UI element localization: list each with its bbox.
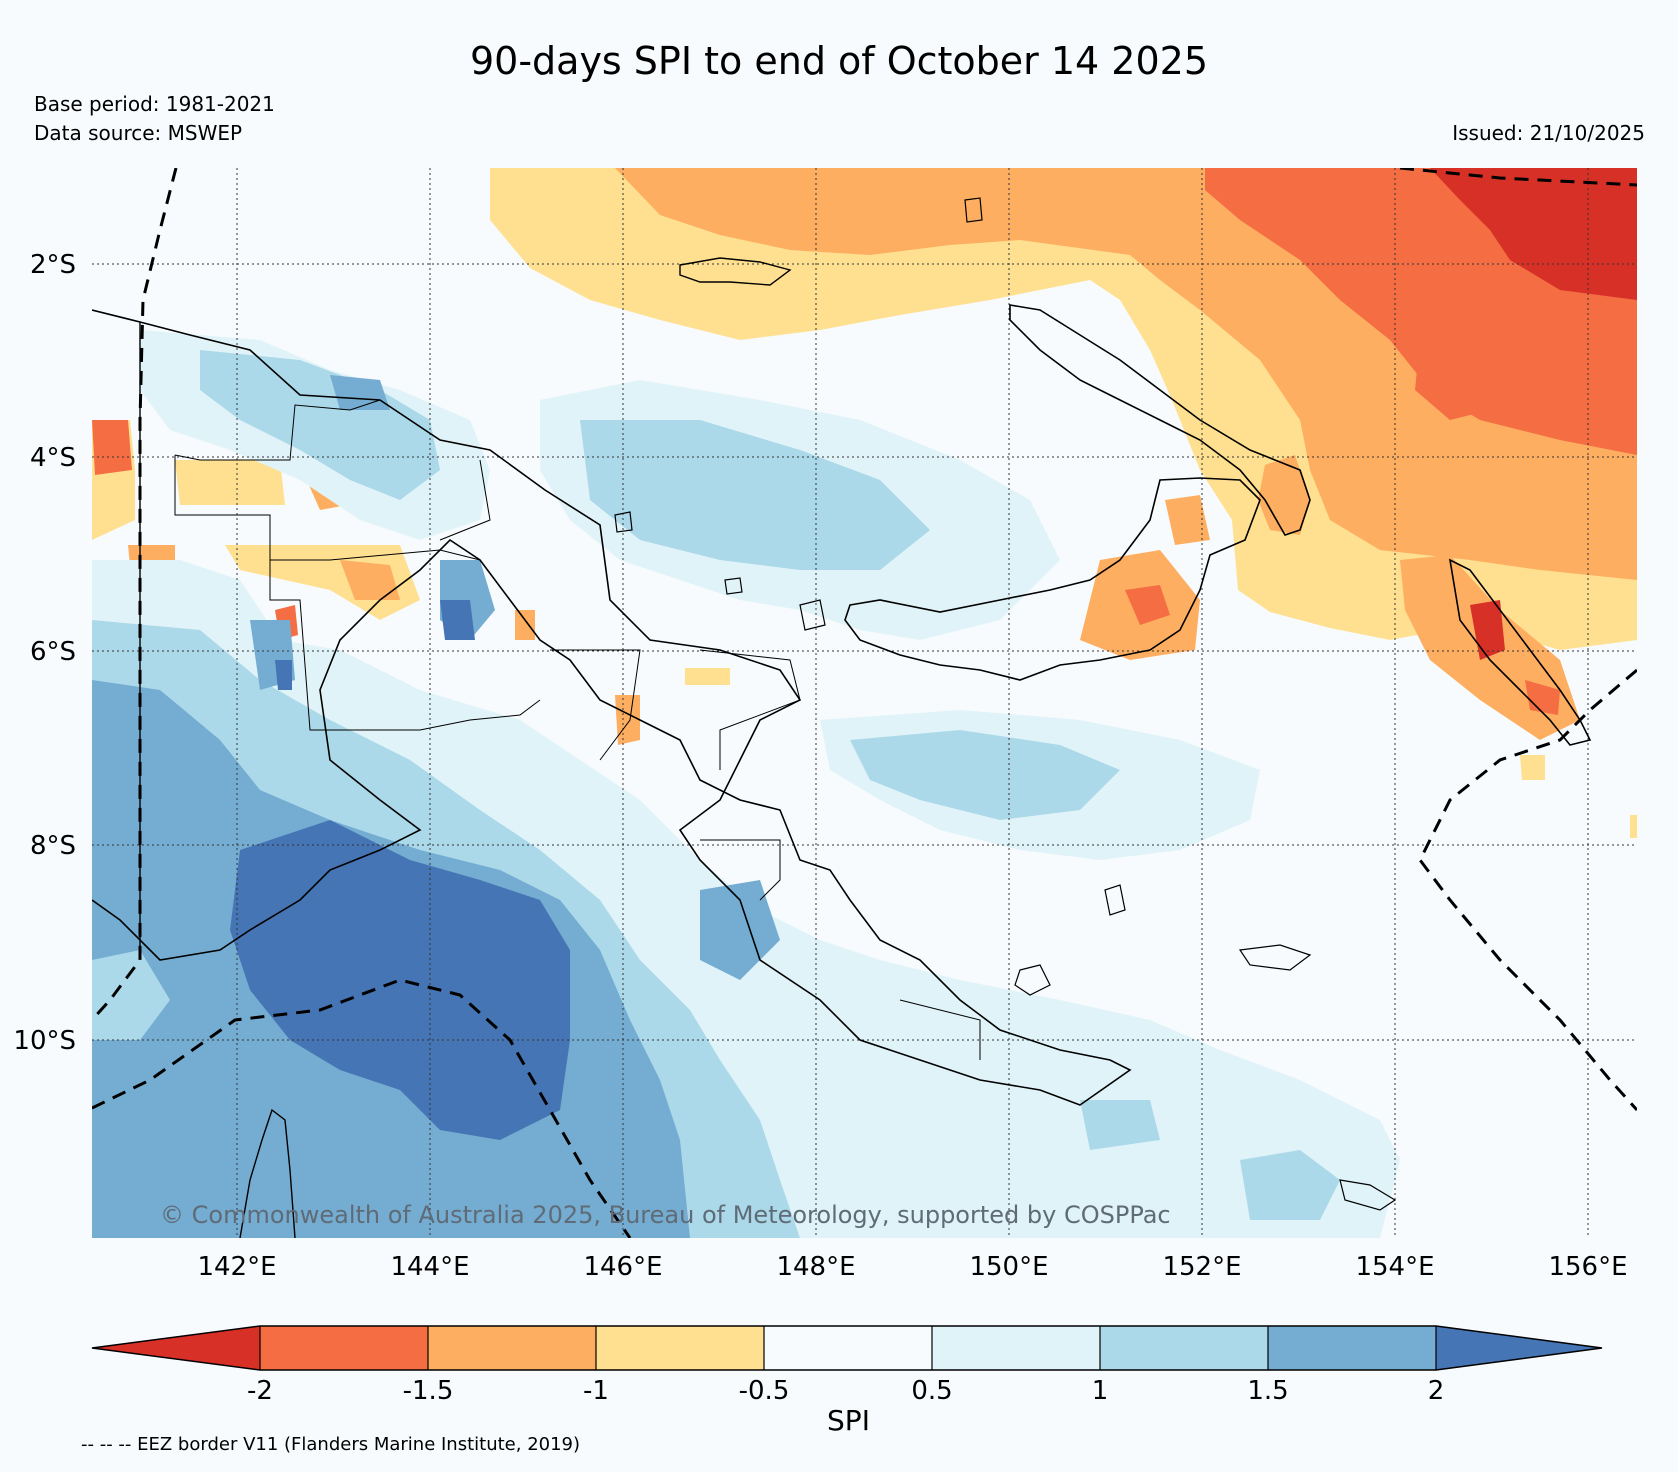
colorbar-tick-label: 0.5 (911, 1376, 952, 1406)
new-guinea-coastline (92, 309, 1132, 1106)
lon-label-142e: 142°E (197, 1252, 276, 1282)
colorbar-segment (596, 1326, 764, 1370)
eez-footnote: -- -- -- EEZ border V11 (Flanders Marine… (81, 1434, 581, 1455)
lon-label-148e: 148°E (776, 1252, 855, 1282)
colorbar-tick-label: -0.5 (739, 1376, 790, 1406)
spi-field: © Commonwealth of Australia 2025, Bureau… (92, 168, 1637, 1238)
colorbar: -2 -1.5 -1 -0.5 0.5 1 1.5 2 (91, 1325, 1603, 1406)
longitude-labels: 142°E 144°E 146°E 148°E 150°E 152°E 154°… (197, 1252, 1627, 1282)
colorbar-tick-label: 2 (1428, 1376, 1445, 1406)
lat-label-2s: 2°S (30, 250, 76, 280)
colorbar-tick-label: -1.5 (403, 1376, 454, 1406)
lat-label-10s: 10°S (13, 1026, 76, 1056)
eez-borders (92, 168, 1637, 1238)
base-period: Base period: 1981-2021 (34, 92, 275, 116)
new-ireland-coastline (1009, 304, 1311, 536)
colorbar-tick-label: 1 (1092, 1376, 1109, 1406)
colorbar-segment (932, 1326, 1100, 1370)
lon-label-154e: 154°E (1355, 1252, 1434, 1282)
lat-label-4s: 4°S (30, 443, 76, 473)
map-title: 90-days SPI to end of October 14 2025 (469, 39, 1209, 83)
colorbar-tick-label: 1.5 (1247, 1376, 1288, 1406)
province-borders (174, 399, 981, 1060)
lon-label-150e: 150°E (969, 1252, 1048, 1282)
colorbar-label: SPI (827, 1404, 870, 1437)
colorbar-segment (428, 1326, 596, 1370)
colorbar-arrow-high (1436, 1326, 1602, 1370)
lon-label-156e: 156°E (1548, 1252, 1627, 1282)
colorbar-segment (1268, 1326, 1436, 1370)
lon-label-146e: 146°E (583, 1252, 662, 1282)
data-source: Data source: MSWEP (34, 121, 243, 145)
issued-date: Issued: 21/10/2025 (1452, 121, 1645, 145)
copyright-text: © Commonwealth of Australia 2025, Bureau… (160, 1201, 1171, 1229)
cape-york-coastline (239, 1108, 296, 1238)
lon-label-144e: 144°E (390, 1252, 469, 1282)
latitude-labels: 2°S 4°S 6°S 8°S 10°S (13, 250, 76, 1056)
colorbar-segment (764, 1326, 932, 1370)
colorbar-tick-label: -2 (247, 1376, 273, 1406)
graticule (92, 168, 1637, 1238)
lon-label-152e: 152°E (1162, 1252, 1241, 1282)
lat-label-8s: 8°S (30, 831, 76, 861)
new-britain-coastline (844, 477, 1261, 681)
manus-coastline (679, 257, 792, 286)
colorbar-tick-label: -1 (583, 1376, 609, 1406)
colorbar-segment (260, 1326, 428, 1370)
colorbar-segment (1100, 1326, 1268, 1370)
bougainville-coastline (1448, 558, 1592, 746)
colorbar-arrow-low (92, 1326, 260, 1370)
lat-label-6s: 6°S (30, 637, 76, 667)
